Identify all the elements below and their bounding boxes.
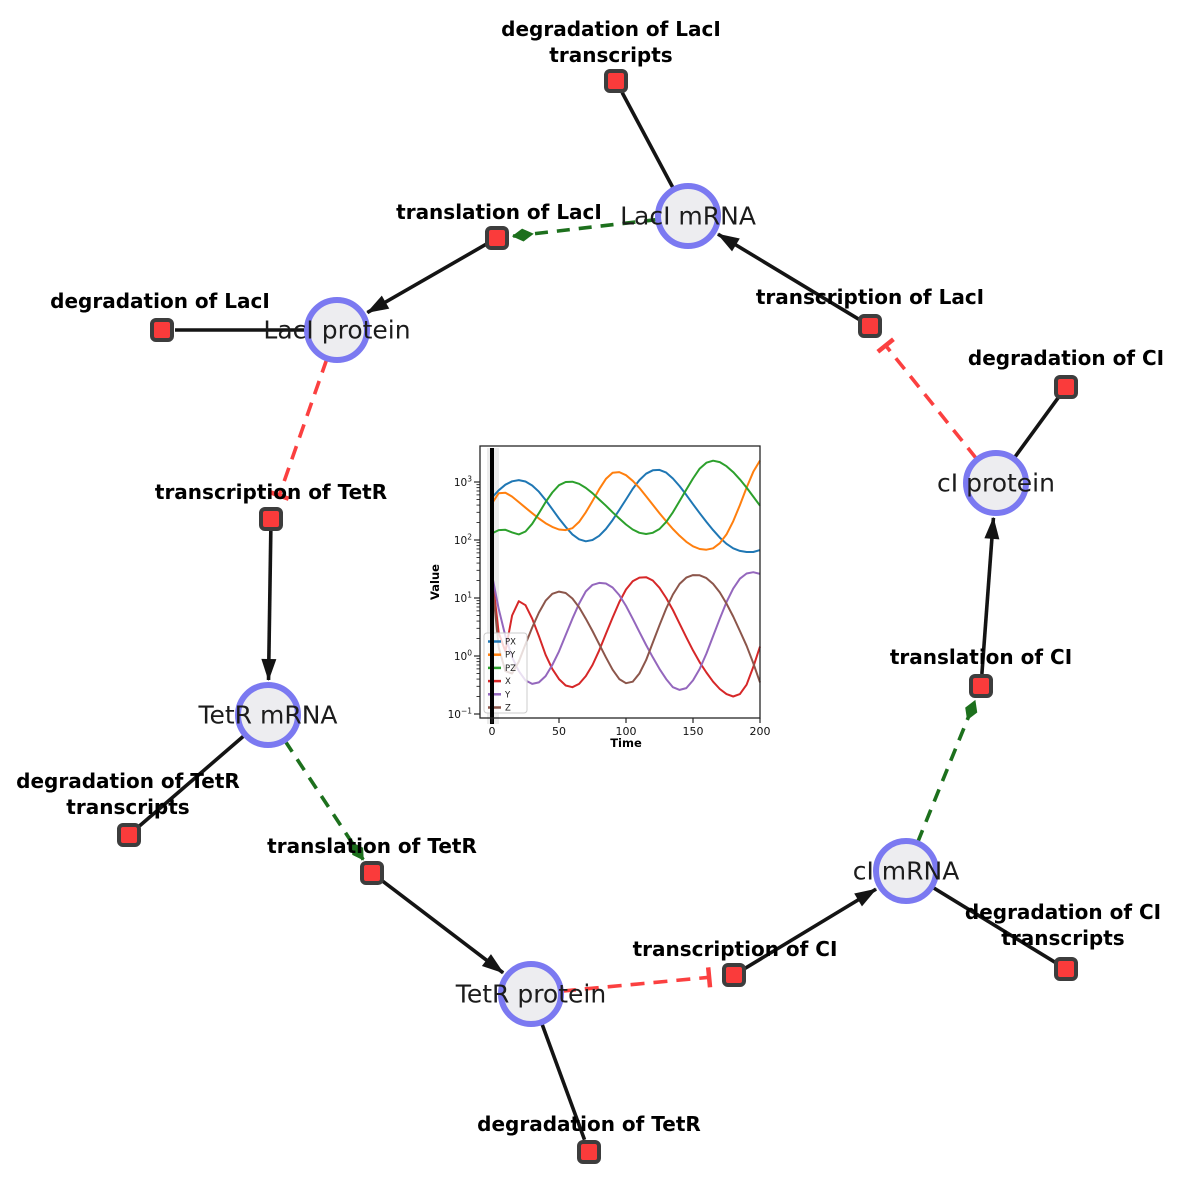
species-node-tetr-mrna[interactable] [235, 682, 301, 748]
y-tick-label: 101 [454, 591, 472, 606]
reaction-label-transcription-ci: transcription of CI [632, 937, 838, 961]
y-tick-label: 10−1 [448, 707, 473, 722]
y-tick-label: 102 [454, 533, 472, 548]
edge-consumption-tetr-mrna-deg-tetr-tx [137, 733, 246, 828]
species-label-ci-protein: cI protein [937, 468, 1055, 498]
legend-label-Y: Y [504, 690, 511, 700]
species-node-laci-protein[interactable] [304, 297, 370, 363]
reaction-node-deg-laci[interactable] [150, 318, 174, 342]
species-label-laci-protein: LacI protein [263, 315, 411, 345]
edge-consumption-tetr-protein-deg-tetr [539, 1022, 587, 1141]
reaction-label-deg-ci-tx: degradation of CI transcripts [964, 900, 1162, 950]
y-axis-label: Value [428, 564, 442, 600]
series-PX [491, 468, 761, 553]
reaction-label-translation-tetr: translation of TetR [267, 834, 477, 858]
series-Z [491, 574, 761, 685]
reaction-label-deg-ci: degradation of CI [967, 346, 1165, 370]
x-tick-label: 0 [489, 725, 496, 738]
edge-inhibition-ci-protein-transcription-laci [876, 337, 979, 460]
reaction-node-translation-laci[interactable] [485, 226, 509, 250]
series-PZ [491, 459, 761, 536]
reaction-label-transcription-laci: transcription of LacI [755, 285, 985, 309]
edge-production-translation-laci-laci-protein [366, 242, 488, 315]
species-label-laci-mrna: LacI mRNA [620, 201, 756, 231]
reaction-node-deg-ci-tx[interactable] [1054, 957, 1078, 981]
species-label-ci-mrna: cI mRNA [852, 856, 960, 886]
reaction-label-deg-tetr-tx: degradation of TetR transcripts [16, 769, 240, 819]
reaction-node-deg-tetr[interactable] [577, 1140, 601, 1164]
inset-chart: PX PY PZ XYZ 0 50 100 150 200 10−1 100 101 102 103 Tim… [428, 445, 771, 750]
reaction-node-transcription-laci[interactable] [858, 314, 882, 338]
y-tick-label: 100 [454, 649, 472, 664]
axes-box [479, 445, 761, 719]
reaction-label-deg-laci: degradation of LacI [50, 289, 270, 313]
x-tick-label: 100 [616, 725, 637, 738]
legend-label-PX: PX [505, 638, 516, 648]
series-X [491, 574, 761, 698]
reaction-node-deg-ci[interactable] [1054, 375, 1078, 399]
reaction-node-transcription-ci[interactable] [722, 963, 746, 987]
x-axis-label: Time [610, 736, 642, 750]
species-node-tetr-protein[interactable] [498, 961, 564, 1027]
reaction-node-deg-tetr-tx[interactable] [117, 823, 141, 847]
species-node-ci-mrna[interactable] [873, 838, 939, 904]
species-node-laci-mrna[interactable] [655, 183, 721, 249]
reaction-label-deg-tetr: degradation of TetR [477, 1112, 701, 1136]
reaction-label-transcription-tetr: transcription of TetR [154, 480, 388, 504]
edge-production-translation-tetr-tetr-protein [380, 878, 505, 975]
x-tick-label: 150 [683, 725, 704, 738]
species-node-ci-protein[interactable] [963, 450, 1029, 516]
edge-modifier-tetr-mrna-translation-tetr [283, 739, 365, 861]
reaction-node-transcription-tetr[interactable] [259, 507, 283, 531]
reaction-label-translation-laci: translation of LacI [396, 200, 602, 224]
edge-modifier-ci-mrna-translation-ci [915, 699, 978, 843]
reaction-node-translation-ci[interactable] [969, 674, 993, 698]
edge-consumption-ci-protein-deg-ci [1012, 396, 1060, 460]
edge-inhibition-tetr-protein-transcription-ci [561, 967, 713, 993]
x-tick-label: 50 [552, 725, 566, 738]
reaction-node-deg-laci-tx[interactable] [604, 69, 628, 93]
reaction-label-translation-ci: translation of CI [889, 645, 1073, 669]
legend-label-PY: PY [505, 651, 516, 661]
edge-production-transcription-laci-laci-mrna [717, 232, 861, 322]
reaction-label-deg-laci-tx: degradation of LacI transcripts [501, 17, 721, 67]
edge-production-transcription-ci-ci-mrna [743, 887, 877, 971]
y-tick-label: 103 [454, 475, 472, 490]
reaction-node-translation-tetr[interactable] [360, 861, 384, 885]
species-label-tetr-protein: TetR protein [455, 979, 607, 1009]
edge-production-transcription-tetr-tetr-mrna [261, 530, 277, 682]
legend-label-PZ: PZ [505, 664, 516, 674]
edge-modifier-laci-mrna-translation-laci [511, 217, 658, 242]
edge-consumption-laci-mrna-deg-laci-tx [620, 91, 675, 190]
legend-label-Z: Z [505, 704, 511, 714]
series-Y [491, 571, 761, 691]
edge-inhibition-laci-protein-transcription-tetr [269, 358, 329, 501]
edge-production-translation-ci-ci-protein [980, 516, 1000, 675]
edge-consumption-ci-mrna-deg-ci-tx [931, 885, 1056, 964]
x-tick-label: 200 [750, 725, 771, 738]
species-label-tetr-mrna: TetR mRNA [198, 700, 338, 730]
legend-label-X: X [505, 677, 511, 687]
